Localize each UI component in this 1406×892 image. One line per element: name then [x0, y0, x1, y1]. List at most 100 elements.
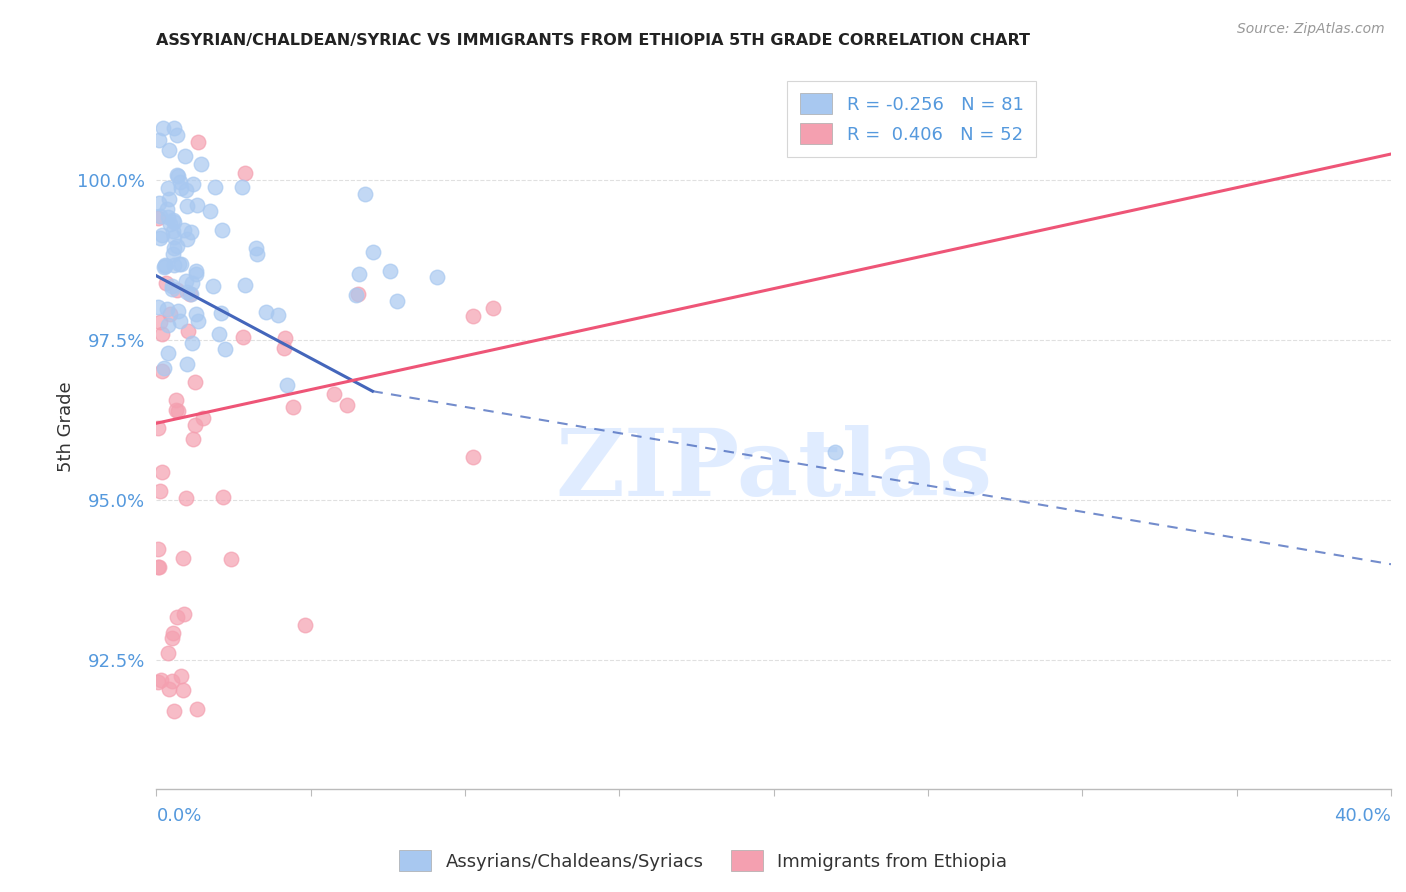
Point: [174, 183, 197, 197]
Point: [276, 378, 298, 392]
Point: [200, 203, 222, 218]
Point: [173, 607, 195, 621]
Point: [150, 228, 173, 243]
Point: [163, 258, 186, 272]
Point: [273, 341, 295, 355]
Point: [167, 169, 190, 183]
Point: [157, 144, 180, 158]
Point: [170, 257, 193, 271]
Point: [160, 279, 183, 293]
Point: [214, 343, 236, 357]
Point: [174, 491, 197, 506]
Point: [167, 404, 190, 418]
Point: [482, 301, 505, 315]
Point: [179, 287, 201, 301]
Point: [323, 386, 346, 401]
Point: [254, 305, 277, 319]
Point: [146, 541, 169, 556]
Point: [463, 450, 485, 465]
Point: [176, 324, 198, 338]
Point: [461, 309, 484, 323]
Point: [180, 286, 202, 301]
Point: [174, 274, 197, 288]
Point: [174, 149, 197, 163]
Point: [165, 392, 187, 407]
Point: [157, 180, 180, 194]
Point: [150, 465, 173, 479]
Point: [181, 336, 204, 351]
Legend: R = -0.256   N = 81, R =  0.406   N = 52: R = -0.256 N = 81, R = 0.406 N = 52: [787, 80, 1036, 157]
Point: [824, 445, 846, 459]
Point: [162, 212, 184, 227]
Y-axis label: 5th Grade: 5th Grade: [58, 381, 75, 472]
Point: [361, 245, 384, 260]
Point: [167, 304, 190, 318]
Point: [153, 260, 176, 274]
Point: [148, 300, 170, 314]
Point: [235, 278, 257, 293]
Point: [149, 209, 172, 223]
Point: [162, 229, 184, 244]
Point: [186, 263, 208, 277]
Point: [166, 238, 188, 252]
Point: [385, 293, 408, 308]
Point: [163, 242, 186, 256]
Point: [170, 669, 193, 683]
Point: [186, 198, 208, 212]
Point: [209, 306, 232, 320]
Point: [166, 283, 188, 297]
Point: [169, 314, 191, 328]
Point: [187, 314, 209, 328]
Point: [160, 673, 183, 688]
Text: ZIPatlas: ZIPatlas: [555, 425, 993, 515]
Point: [176, 357, 198, 371]
Point: [336, 398, 359, 412]
Point: [219, 552, 242, 566]
Point: [160, 282, 183, 296]
Point: [166, 609, 188, 624]
Point: [150, 673, 173, 687]
Point: [267, 308, 290, 322]
Point: [153, 259, 176, 273]
Point: [156, 301, 179, 316]
Point: [245, 241, 267, 255]
Point: [149, 230, 172, 244]
Point: [155, 258, 177, 272]
Point: [167, 257, 190, 271]
Point: [183, 418, 205, 433]
Point: [176, 198, 198, 212]
Point: [354, 186, 377, 201]
Point: [346, 286, 368, 301]
Point: [294, 617, 316, 632]
Point: [172, 550, 194, 565]
Point: [202, 279, 225, 293]
Point: [162, 215, 184, 229]
Point: [274, 331, 297, 345]
Point: [152, 121, 174, 136]
Point: [349, 267, 371, 281]
Point: [181, 177, 204, 191]
Point: [155, 276, 177, 290]
Point: [157, 646, 180, 660]
Point: [163, 704, 186, 718]
Point: [170, 181, 193, 195]
Point: [233, 165, 256, 179]
Point: [231, 179, 253, 194]
Point: [150, 364, 173, 378]
Point: [232, 330, 254, 344]
Point: [204, 179, 226, 194]
Point: [166, 168, 188, 182]
Point: [146, 674, 169, 689]
Point: [148, 196, 170, 211]
Point: [187, 136, 209, 150]
Point: [157, 318, 180, 332]
Point: [211, 223, 233, 237]
Point: [159, 682, 181, 697]
Point: [191, 410, 214, 425]
Text: ASSYRIAN/CHALDEAN/SYRIAC VS IMMIGRANTS FROM ETHIOPIA 5TH GRADE CORRELATION CHART: ASSYRIAN/CHALDEAN/SYRIAC VS IMMIGRANTS F…: [156, 33, 1031, 48]
Point: [150, 327, 173, 342]
Point: [246, 247, 269, 261]
Point: [190, 157, 212, 171]
Text: Source: ZipAtlas.com: Source: ZipAtlas.com: [1237, 22, 1385, 37]
Point: [181, 432, 204, 446]
